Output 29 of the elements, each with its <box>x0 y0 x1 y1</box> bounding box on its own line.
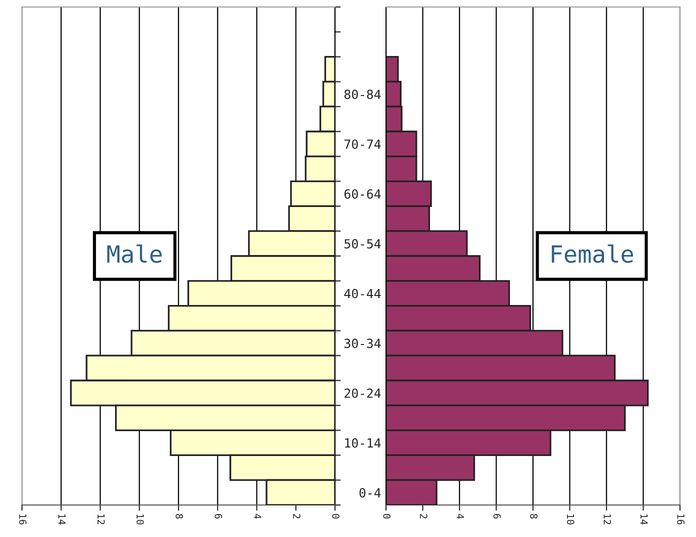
x-tick-label: 0 <box>383 514 391 519</box>
y-tick-label: 50-54 <box>344 239 381 249</box>
x-tick-label: 12 <box>98 514 105 524</box>
x-tick-label: 6 <box>214 514 222 519</box>
y-tick-label: 10-14 <box>345 438 381 448</box>
x-tick-label: 10 <box>566 514 574 524</box>
y-tick-label: 70-74 <box>344 139 381 149</box>
annotation: Female <box>552 244 634 263</box>
y-tick-label: 60-64 <box>344 189 381 199</box>
x-tick-label: 8 <box>176 514 184 519</box>
x-tick-label: 16 <box>677 514 685 524</box>
x-tick-label: 2 <box>293 514 300 518</box>
y-tick-label: 40-44 <box>344 288 381 298</box>
x-tick-label: 10 <box>136 514 144 524</box>
y-tick-label: 30-34 <box>344 338 381 348</box>
x-tick-label: 14 <box>640 514 648 525</box>
x-tick-label: 4 <box>456 514 464 519</box>
x-tick-label: 14 <box>58 514 66 525</box>
y-tick-label: 0-4 <box>360 488 381 498</box>
x-tick-label: 0 <box>332 514 340 519</box>
x-tick-label: 16 <box>19 514 27 524</box>
y-tick-label: 80-84 <box>344 90 381 100</box>
x-tick-label: 8 <box>530 514 538 519</box>
x-tick-label: 4 <box>254 514 262 519</box>
x-tick-label: 6 <box>493 514 501 519</box>
x-tick-label: 12 <box>604 514 612 524</box>
x-tick-label: 2 <box>420 514 428 518</box>
annotation: Male <box>107 244 162 263</box>
y-tick-label: 20-24 <box>344 388 381 398</box>
